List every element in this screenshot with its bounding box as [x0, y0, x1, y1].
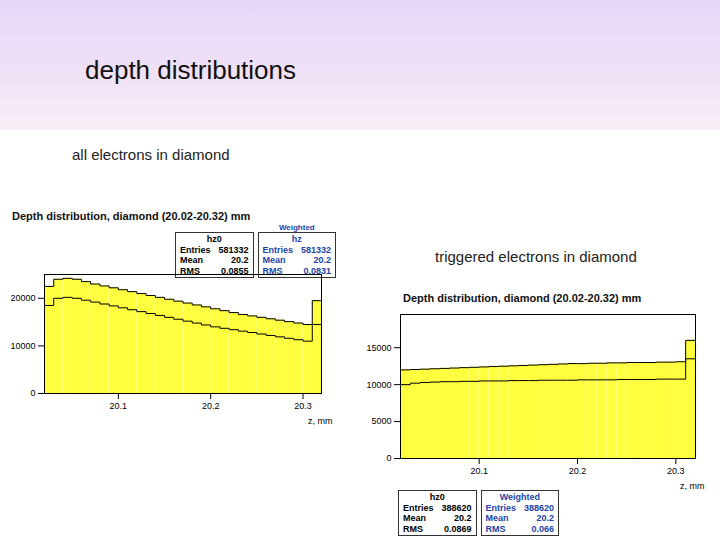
html-text:581332: 581332 [218, 244, 249, 255]
html-text:RMS: RMS [180, 265, 200, 276]
html-text:388620: 388620 [524, 502, 555, 513]
html-text:depth distributions: depth distributions [85, 55, 296, 85]
html-text:20.2: 20.2 [536, 513, 555, 523]
html-text:Mean: Mean [485, 513, 509, 523]
html-text:0.0869: 0.0869 [444, 523, 472, 534]
html-text:Entries: Entries [180, 244, 211, 255]
svg-text:z, mm: z, mm [308, 416, 333, 426]
svg-text:20.2: 20.2 [202, 401, 220, 411]
html-text:Weighted: Weighted [499, 492, 540, 502]
svg-text:5000: 5000 [371, 416, 391, 426]
html-text:RMS: RMS [262, 265, 283, 276]
html-text:Mean: Mean [403, 513, 426, 523]
html-text:hz0: hz0 [429, 492, 445, 502]
html-text:0.0855: 0.0855 [221, 265, 249, 276]
html-text:Depth distribution, diamond (2: Depth distribution, diamond (20.02-20.32… [12, 210, 251, 222]
svg-text:0: 0 [386, 453, 391, 463]
html-text:Entries: Entries [403, 502, 434, 513]
html-text:20.2: 20.2 [313, 255, 332, 265]
html-text:20.2: 20.2 [231, 255, 249, 265]
html-text:Entries: Entries [262, 244, 294, 255]
html-text:Entries: Entries [485, 502, 517, 513]
html-text:388620: 388620 [441, 502, 472, 513]
html-text:all electrons in diamond: all electrons in diamond [72, 146, 230, 163]
html-text:Weighted: Weighted [278, 223, 315, 232]
html-text:triggered electrons in diamond: triggered electrons in diamond [435, 248, 637, 265]
html-text:581332: 581332 [301, 244, 332, 255]
svg-text:10000: 10000 [10, 341, 35, 351]
svg-text:z, mm: z, mm [680, 481, 705, 491]
svg-text:20.3: 20.3 [667, 466, 685, 476]
html-text:hz: hz [291, 234, 302, 244]
svg-text:15000: 15000 [366, 343, 391, 353]
svg-text:20.1: 20.1 [470, 466, 488, 476]
html-text:Mean: Mean [262, 255, 286, 265]
svg-text:20.3: 20.3 [294, 401, 312, 411]
html-text:20.2: 20.2 [454, 513, 472, 523]
html-text:Depth distribution, diamond (2: Depth distribution, diamond (20.02-20.32… [403, 292, 642, 304]
html-text:Mean: Mean [180, 255, 203, 265]
svg-text:10000: 10000 [366, 380, 391, 390]
html-text:RMS: RMS [485, 523, 506, 534]
html-text:0.066: 0.066 [531, 523, 555, 534]
html-text:0.0831: 0.0831 [303, 265, 332, 276]
svg-text:20.2: 20.2 [569, 466, 587, 476]
svg-text:20000: 20000 [10, 293, 35, 303]
svg-text:0: 0 [30, 388, 35, 398]
html-text:hz0: hz0 [206, 234, 222, 244]
svg-text:20.1: 20.1 [110, 401, 128, 411]
html-text:RMS: RMS [403, 523, 423, 534]
